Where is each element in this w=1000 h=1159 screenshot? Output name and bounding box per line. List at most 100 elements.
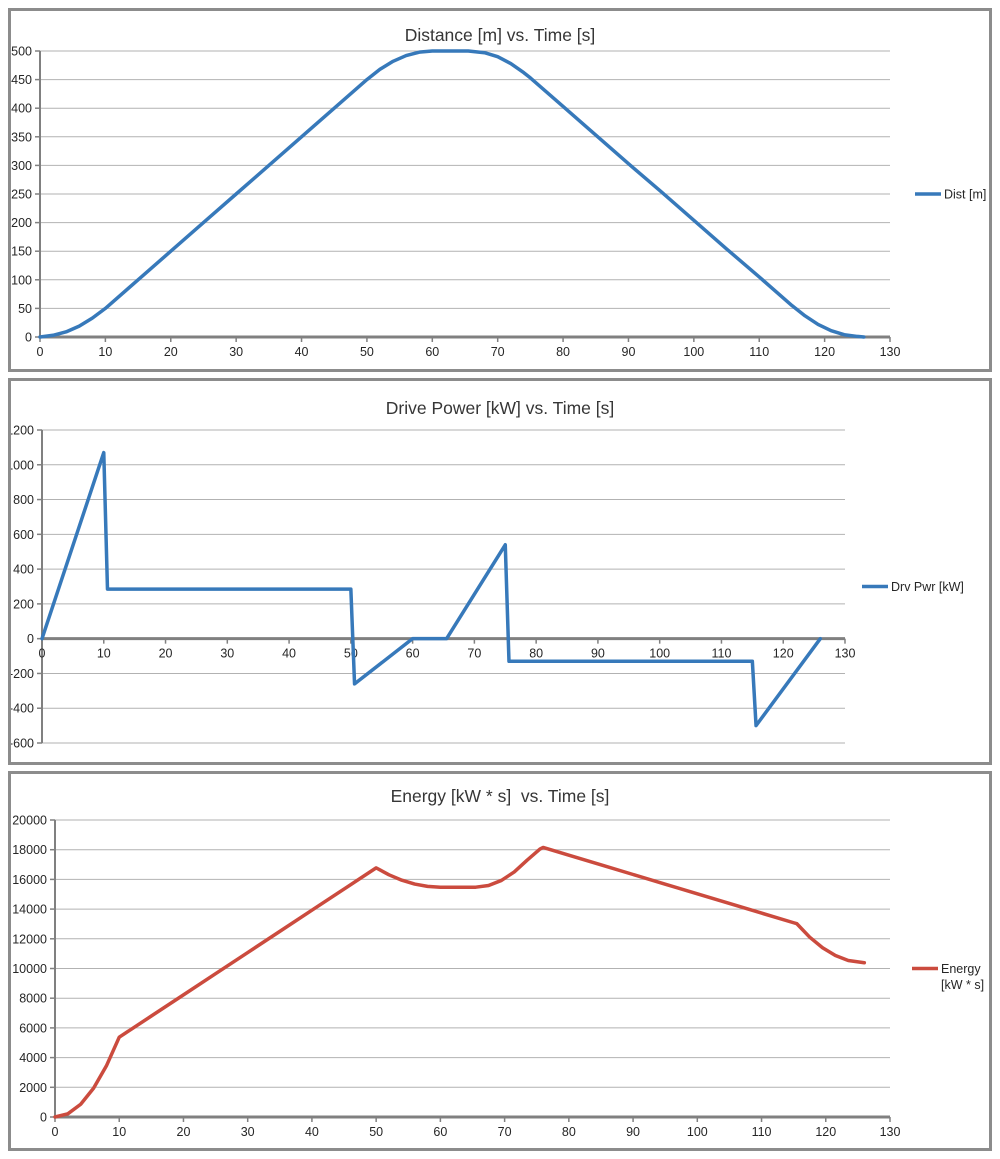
x-tick-label: 20 — [159, 647, 173, 661]
drive-power-chart: Drive Power [kW] vs. Time [s] -600 -400 -2… — [11, 398, 964, 751]
y-tick-label: 800 — [13, 493, 34, 507]
chart-title: Distance [m] vs. Time [s] — [405, 25, 596, 45]
legend-label: [kW * s] — [941, 978, 984, 992]
x-tick-label: 60 — [425, 345, 439, 359]
y-tick-label: 500 — [11, 45, 32, 59]
plot-area: 0 2000 4000 6000 8000 10000 12000 14000 16000 180… — [12, 814, 984, 1140]
y-tick-label: 300 — [11, 159, 32, 173]
x-tick-label: 10 — [98, 345, 112, 359]
distance-chart: Distance [m] vs. Time [s] 05010015020025… — [11, 25, 986, 360]
y-tick-label: 2000 — [19, 1081, 47, 1095]
x-tick-label: 120 — [814, 345, 835, 359]
legend: Drv Pwr [kW] — [862, 580, 964, 594]
y-tick-label: 250 — [11, 188, 32, 202]
x-tick-label: 30 — [241, 1125, 255, 1139]
x-tick-label: 90 — [622, 345, 636, 359]
y-tick-label: 400 — [13, 563, 34, 577]
y-tick-label: 1000 — [11, 458, 34, 472]
x-tick-label: 80 — [556, 345, 570, 359]
energy-chart: Energy [kW * s] vs. Time [s] 0 2000 4000 60… — [12, 786, 984, 1140]
series-line — [38, 49, 866, 339]
plot-area: 0 50 100 150 200 250 300 350 400 450 500 0 10 20 30 40 5… — [11, 45, 986, 360]
y-tick-label: 12000 — [12, 932, 47, 946]
y-tick-label: 400 — [11, 102, 32, 116]
legend-label: Drv Pwr [kW] — [891, 580, 964, 594]
x-tick-label: 20 — [164, 345, 178, 359]
x-tick-label: 0 — [37, 345, 44, 359]
y-tick-label: 16000 — [12, 873, 47, 887]
y-tick-label: 18000 — [12, 843, 47, 857]
x-tick-label: 130 — [880, 1125, 901, 1139]
y-tick-label: 200 — [11, 216, 32, 230]
x-tick-label: 10 — [112, 1125, 126, 1139]
y-tick-label: 1200 — [11, 424, 34, 438]
y-tick-label: 100 — [11, 273, 32, 287]
x-tick-label: 120 — [815, 1125, 836, 1139]
x-tick-label: 90 — [626, 1125, 640, 1139]
x-tick-label: 40 — [282, 647, 296, 661]
x-tick-label: 100 — [683, 345, 704, 359]
y-tick-label: 14000 — [12, 903, 47, 917]
x-tick-label: 60 — [433, 1125, 447, 1139]
x-tick-label: 80 — [529, 647, 543, 661]
gridlines — [42, 429, 845, 744]
x-tick-label: 30 — [220, 647, 234, 661]
x-tick-label: 110 — [752, 1125, 772, 1139]
y-tick-label: 6000 — [19, 1021, 47, 1035]
x-tick-label: 30 — [229, 345, 243, 359]
x-tick-label: 40 — [305, 1125, 319, 1139]
legend-label: Dist [m] — [944, 188, 986, 202]
drive-power-chart-panel: Drive Power [kW] vs. Time [s] -600 -400 -2… — [8, 378, 992, 765]
y-tick-label: -200 — [11, 667, 34, 681]
x-tick-label: 10 — [97, 647, 111, 661]
series-line — [40, 450, 823, 728]
x-tick-label: 20 — [177, 1125, 191, 1139]
y-tick-label: 350 — [11, 130, 32, 144]
gridlines — [55, 819, 890, 1118]
x-tick-label: 130 — [835, 647, 856, 661]
x-tick-label: 80 — [562, 1125, 576, 1139]
y-tick-label: 0 — [27, 632, 34, 646]
y-axis: 0 50 100 150 200 250 300 350 400 450 500 — [11, 45, 41, 345]
energy-chart-panel: Energy [kW * s] vs. Time [s] 0 2000 4000 60… — [8, 771, 992, 1151]
x-tick-label: 60 — [406, 647, 420, 661]
x-tick-label: 110 — [749, 345, 769, 359]
chart-title: Drive Power [kW] vs. Time [s] — [386, 398, 615, 418]
x-tick-label: 50 — [369, 1125, 383, 1139]
y-tick-label: 450 — [11, 73, 32, 87]
x-tick-label: 120 — [773, 647, 794, 661]
y-axis: -600 -400 -200 0 200 400 600 800 1000 1200 — [11, 424, 43, 751]
plot-area: -600 -400 -200 0 200 400 600 800 1000 1200 0 10 20 30… — [11, 424, 964, 751]
y-tick-label: 50 — [18, 302, 32, 316]
x-tick-label: 0 — [52, 1125, 59, 1139]
x-tick-label: 100 — [687, 1125, 708, 1139]
y-tick-label: 10000 — [12, 962, 47, 976]
y-tick-label: 20000 — [12, 814, 47, 828]
x-tick-label: 50 — [344, 647, 358, 661]
x-axis: 0 10 20 30 40 50 60 70 80 90 100 110 120 130 — [52, 1115, 901, 1139]
x-tick-label: 40 — [295, 345, 309, 359]
y-tick-label: -400 — [11, 702, 34, 716]
chart-title: Energy [kW * s] vs. Time [s] — [391, 786, 610, 806]
y-tick-label: 0 — [25, 331, 32, 345]
legend-label: Energy — [941, 962, 981, 976]
x-tick-label: 70 — [467, 647, 481, 661]
y-tick-label: 150 — [11, 245, 32, 259]
distance-chart-panel: Distance [m] vs. Time [s] 0 50 100 150 200 25… — [8, 8, 992, 372]
y-tick-label: 4000 — [19, 1051, 47, 1065]
gridlines — [40, 50, 890, 338]
y-tick-label: 200 — [13, 597, 34, 611]
x-tick-label: 70 — [498, 1125, 512, 1139]
y-tick-label: 8000 — [19, 992, 47, 1006]
x-tick-label: 50 — [360, 345, 374, 359]
legend: Energy [kW * s] — [912, 962, 984, 992]
x-tick-label: 0 — [39, 647, 46, 661]
x-tick-label: 100 — [649, 647, 670, 661]
x-axis: 0 10 20 30 40 50 60 70 80 90 100 110 120 130 — [37, 335, 900, 359]
x-axis: 0 10 20 30 40 50 60 70 80 90 100 110 120 130 — [39, 637, 856, 661]
y-axis: 0 2000 4000 6000 8000 10000 12000 14000 16000 180… — [12, 814, 56, 1125]
x-tick-label: 90 — [591, 647, 605, 661]
y-tick-label: 0 — [40, 1111, 47, 1125]
x-tick-label: 110 — [711, 647, 731, 661]
